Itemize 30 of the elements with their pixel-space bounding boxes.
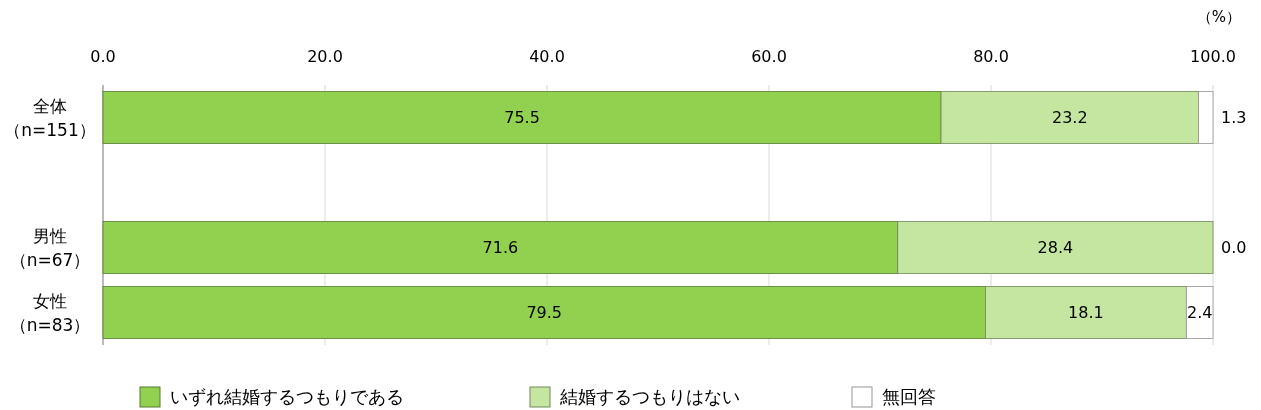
data-label: 18.1	[1068, 303, 1104, 323]
data-label: 23.2	[1052, 108, 1088, 128]
x-tick-label: 80.0	[973, 47, 1009, 66]
legend-label: 無回答	[882, 386, 936, 408]
x-tick-label: 100.0	[1190, 47, 1236, 66]
legend-label: 結婚するつもりはない	[559, 386, 740, 408]
x-tick-label: 0.0	[90, 47, 116, 66]
data-label: 0.0	[1221, 238, 1247, 258]
bar	[102, 91, 942, 144]
x-tick-label: 20.0	[307, 47, 343, 66]
bar	[1185, 286, 1214, 339]
x-tick-label: 40.0	[529, 47, 565, 66]
y-tick-label: 男性（n=67）	[9, 226, 91, 271]
y-tick-label: 女性（n=83）	[9, 291, 91, 336]
bar	[985, 286, 1187, 339]
bar	[940, 91, 1199, 144]
text: （%）	[1196, 8, 1241, 26]
x-tick-label: 60.0	[751, 47, 787, 66]
data-label: 71.6	[482, 238, 519, 258]
bar	[102, 221, 899, 274]
data-label: 2.4	[1186, 303, 1213, 323]
legend-label: いずれ結婚するつもりである	[170, 386, 404, 408]
data-label: 79.5	[526, 303, 563, 323]
y-tick-label: 全体（n=151）	[4, 96, 96, 141]
data-label: 75.5	[504, 108, 540, 128]
data-label: 28.4	[1037, 238, 1074, 258]
bar	[1198, 91, 1214, 144]
bar	[897, 221, 1214, 274]
data-label: 1.3	[1221, 108, 1247, 128]
bar	[102, 286, 986, 339]
